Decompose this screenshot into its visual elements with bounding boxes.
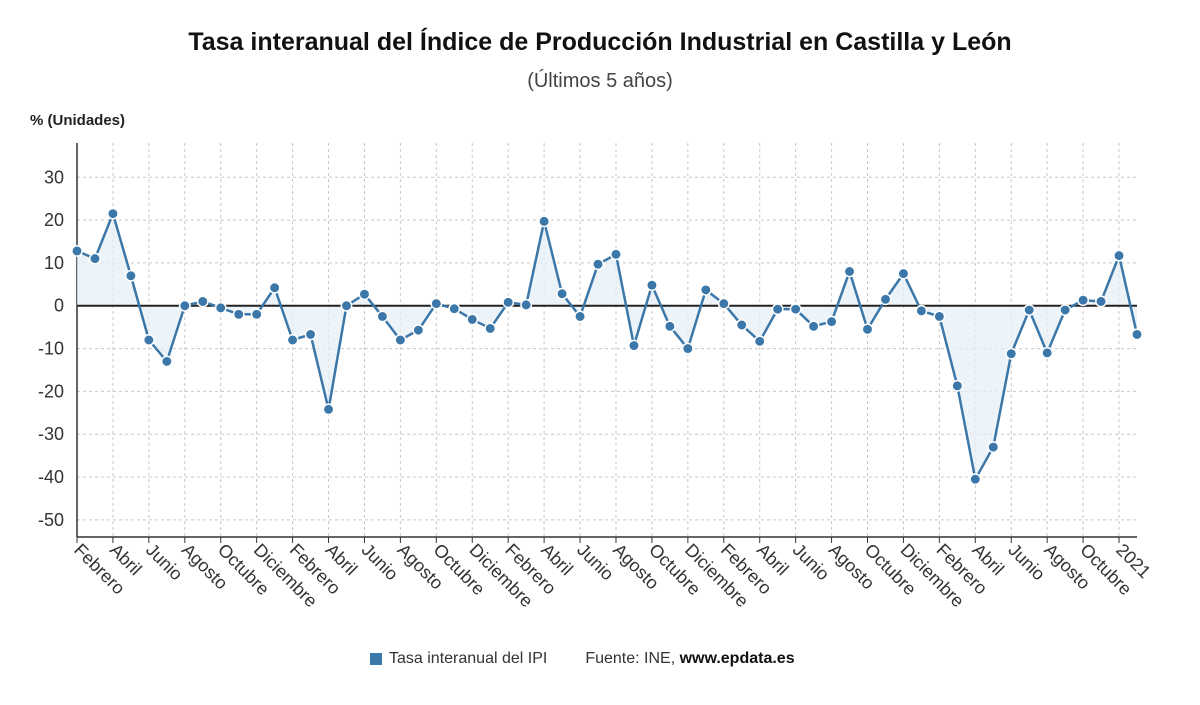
data-point <box>538 215 551 228</box>
data-point <box>645 279 658 292</box>
data-point <box>1059 304 1072 316</box>
data-point <box>268 281 281 294</box>
data-point <box>1113 249 1125 262</box>
y-tick-label: 10 <box>44 253 64 273</box>
data-point <box>71 244 83 257</box>
data-point <box>951 379 964 392</box>
data-point <box>556 287 569 300</box>
y-axis-label: % (Unidades) <box>30 112 126 129</box>
data-point <box>1077 294 1090 307</box>
series-area <box>77 213 1137 480</box>
x-tick-label: Junio <box>358 540 403 585</box>
y-tick-label: -30 <box>38 424 64 444</box>
data-point <box>771 303 784 316</box>
data-point <box>322 403 335 416</box>
legend-label[interactable]: Tasa interanual del IPI <box>389 650 548 667</box>
data-point <box>304 328 317 341</box>
data-point <box>610 248 622 261</box>
data-point <box>735 319 748 331</box>
data-point <box>879 293 892 306</box>
data-point <box>142 334 155 346</box>
y-tick-label: -10 <box>38 339 64 359</box>
data-point <box>933 310 946 323</box>
source-prefix: Fuente: INE, <box>585 650 680 667</box>
legend-swatch <box>370 653 382 665</box>
data-point <box>466 313 479 326</box>
y-tick-label: 0 <box>54 296 64 316</box>
data-point <box>592 258 604 271</box>
data-point <box>358 288 371 301</box>
y-tick-label: -20 <box>38 381 64 401</box>
data-point <box>340 299 353 312</box>
data-point <box>430 297 443 310</box>
source-site: www.epdata.es <box>679 650 795 667</box>
data-point <box>160 355 173 368</box>
chart-subtitle: (Últimos 5 años) <box>527 70 673 92</box>
data-point <box>663 320 676 333</box>
data-point <box>412 324 425 337</box>
x-tick-label: Junio <box>573 540 618 585</box>
data-point <box>699 283 712 296</box>
data-point <box>124 269 137 282</box>
x-tick-label: Junio <box>142 540 187 585</box>
data-point <box>1005 347 1018 360</box>
data-point <box>897 267 910 280</box>
legend: Tasa interanual del IPI Fuente: INE, www… <box>370 650 795 668</box>
data-point <box>627 339 640 352</box>
data-point <box>681 342 694 355</box>
data-point <box>1023 304 1036 316</box>
y-tick-label: 20 <box>44 210 64 230</box>
data-point <box>448 302 461 315</box>
chart-title: Tasa interanual del Índice de Producción… <box>188 28 1012 56</box>
data-point <box>861 323 874 336</box>
data-point <box>717 297 730 310</box>
data-point <box>520 298 533 311</box>
data-point <box>987 441 1000 454</box>
data-point <box>574 310 587 323</box>
data-point <box>1041 346 1054 359</box>
data-point <box>1131 328 1143 341</box>
data-point <box>502 296 515 309</box>
y-tick-label: -40 <box>38 467 64 487</box>
data-point <box>196 295 209 308</box>
source-note: Fuente: INE, www.epdata.es <box>585 650 794 668</box>
data-point <box>286 334 299 346</box>
data-point <box>789 303 802 316</box>
data-point <box>969 473 982 486</box>
data-point <box>214 301 227 314</box>
data-point <box>753 335 766 348</box>
x-tick-label: Junio <box>1004 540 1049 585</box>
data-point <box>807 320 820 333</box>
data-point <box>825 315 838 328</box>
data-point <box>843 265 856 278</box>
data-point <box>89 252 101 265</box>
data-point <box>106 207 119 220</box>
data-point <box>250 308 263 321</box>
y-tick-label: 30 <box>44 167 64 187</box>
data-point <box>394 334 407 346</box>
data-point <box>232 308 245 321</box>
data-point <box>1095 295 1108 308</box>
data-point <box>915 304 928 317</box>
data-point <box>178 299 191 312</box>
x-tick-label: Junio <box>789 540 834 585</box>
data-point <box>484 322 497 335</box>
y-tick-label: -50 <box>38 510 64 530</box>
data-point <box>376 310 389 323</box>
